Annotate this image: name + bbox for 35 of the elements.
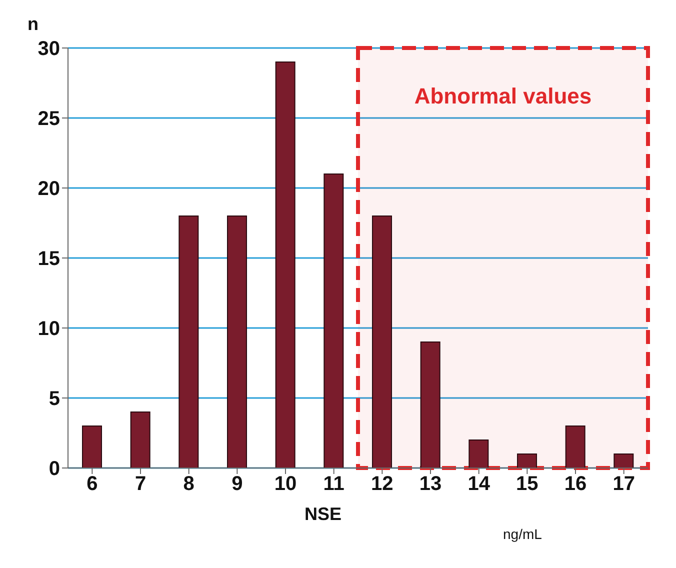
x-tick-label: 11: [323, 473, 344, 496]
x-tick-label: 10: [274, 473, 297, 496]
bar: [614, 454, 634, 468]
y-tick-label: 0: [48, 458, 60, 480]
x-tick-label: 6: [86, 473, 98, 496]
x-tick-label: 17: [612, 473, 635, 496]
bar: [517, 454, 537, 468]
bar: [130, 412, 150, 468]
y-tick-label: 10: [38, 318, 60, 340]
text: ng/mL: [503, 526, 542, 542]
bar: [565, 426, 586, 468]
bar: [178, 216, 199, 468]
bar: [372, 216, 392, 468]
bar: [82, 426, 102, 468]
y-tick-label: 5: [48, 388, 60, 410]
y-tick-label: 30: [38, 38, 60, 60]
bar: [324, 174, 344, 468]
x-tick-label: 9: [232, 473, 243, 496]
y-tick-label: 20: [38, 178, 60, 200]
bar: [468, 440, 489, 468]
x-tick-label: 15: [516, 473, 538, 496]
x-axis-title: NSE: [304, 504, 342, 524]
bar: [227, 216, 247, 468]
x-tick-label: 12: [371, 473, 394, 496]
band-label: Abnormal values: [414, 84, 592, 109]
y-tick-label: 25: [38, 108, 60, 130]
x-tick-label: 14: [468, 473, 491, 496]
bar: [420, 342, 440, 468]
x-tick-label: 13: [419, 473, 442, 496]
x-tick-label: 16: [564, 473, 587, 496]
y-tick-label: 15: [38, 248, 60, 270]
x-tick-label: 7: [134, 473, 146, 496]
y-axis-title: n: [28, 14, 38, 34]
x-tick-label: 8: [183, 473, 194, 496]
bar: [275, 62, 296, 468]
